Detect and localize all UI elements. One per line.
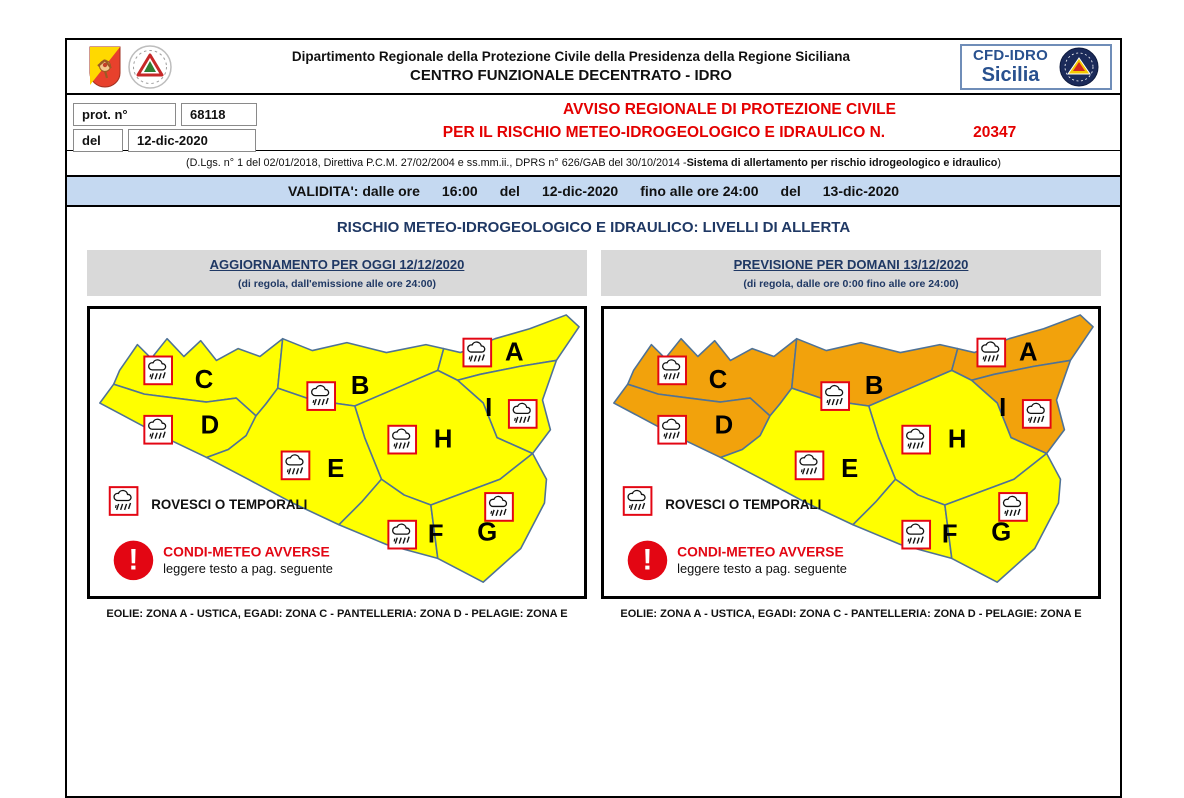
zone-label-G: G [991,519,1011,547]
legal-references: (D.Lgs. n° 1 del 02/01/2018, Direttiva P… [67,151,1120,177]
islands-note-tomorrow: EOLIE: ZONA A - USTICA, EGADI: ZONA C - … [620,608,1082,620]
cfd-idro-badge: CFD-IDRO Sicilia [960,43,1112,90]
storm-rain-icon [143,414,173,445]
panel-today-header: AGGIORNAMENTO PER OGGI 12/12/2020 (di re… [87,250,587,296]
validity-start-date: 12-dic-2020 [541,183,619,199]
legend-adverse-title: CONDI-METEO AVVERSE [677,543,844,559]
validity-end-date: 13-dic-2020 [822,183,900,199]
storm-rain-icon [306,381,337,411]
zone-label-E: E [327,455,344,483]
validity-band: VALIDITA': dalle ore 16:00 del 12-dic-20… [67,177,1120,207]
panel-tomorrow-header: PREVISIONE PER DOMANI 13/12/2020 (di reg… [601,250,1101,296]
prot-number-value: 68118 [181,103,257,126]
storm-rain-icon [794,450,825,481]
panel-tomorrow-title: PREVISIONE PER DOMANI 13/12/2020 [733,257,969,272]
validity-start-time: 16:00 [441,183,478,199]
zone-label-E: E [841,455,858,483]
sicily-alert-map-tomorrow: C D B A I H E F G ROVESCI O TEMPORALI! CONDI-METEO… [601,306,1101,599]
cfd-idro-label: CFD-IDRO [973,47,1048,64]
panel-today-subtitle: (di regola, dall'emissione alle ore 24:0… [238,278,436,290]
islands-note-today: EOLIE: ZONA A - USTICA, EGADI: ZONA C - … [106,608,568,620]
storm-rain-icon [484,492,514,522]
header-titles: Dipartimento Regionale della Protezione … [172,49,960,84]
sicily-map-svg-today: CD B AI H E F G ROVESCI O TEMPORALI! CONDI-METEO… [99,314,580,583]
department-title: Dipartimento Regionale della Protezione … [291,49,851,64]
legend-adverse-title: CONDI-METEO AVVERSE [163,543,330,559]
protocol-row: prot. n° 68118 del 12-dic-2020 AVVISO RE… [67,95,1120,152]
exclamation-circle-icon [113,540,154,581]
storm-rain-icon [280,450,311,481]
storm-rain-icon [622,486,653,516]
storm-rain-icon [387,519,418,550]
zone-label-D: D [201,412,220,440]
storm-rain-icon [657,355,687,386]
cfd-sicilia-label: Sicilia [981,64,1040,86]
zone-label-F: F [428,521,444,549]
cfd-idro-logo-icon [1059,47,1099,86]
storm-rain-icon [1021,399,1052,429]
storm-rain-icon [143,355,173,386]
sicily-map-svg-tomorrow: CD B AI H E F G ROVESCI O TEMPORALI! CONDI-METEO… [613,314,1094,583]
storm-rain-icon [108,486,139,516]
notice-title-line2: PER IL RISCHIO METEO-IDROGEOLOGICO E IDR… [442,124,1017,141]
svg-text:!: ! [129,543,139,576]
prot-date-value: 12-dic-2020 [128,129,256,152]
zone-label-F: F [942,521,958,549]
legend-rain-label: ROVESCI O TEMPORALI [665,497,821,512]
zone-label-C: C [195,366,214,394]
avviso-document-page: Dipartimento Regionale della Protezione … [65,38,1122,798]
panel-tomorrow: PREVISIONE PER DOMANI 13/12/2020 (di reg… [601,250,1101,620]
document-header: Dipartimento Regionale della Protezione … [67,40,1120,95]
zone-label-G: G [477,519,497,547]
sicily-alert-map-today: C D B A I H E F G ROVESCI O TEMPORALI! CONDI-METEO… [87,306,587,599]
storm-rain-icon [976,337,1007,368]
legend-adverse-sub: leggere testo a pag. seguente [163,561,333,576]
section-title: RISCHIO METEO-IDROGEOLOGICO E IDRAULICO:… [336,219,851,236]
protocol-fields: prot. n° 68118 del 12-dic-2020 [67,95,339,152]
storm-rain-icon [387,424,418,455]
zone-label-A: A [1019,338,1038,366]
validity-until: fino alle ore 24:00 [640,183,759,199]
panel-today: AGGIORNAMENTO PER OGGI 12/12/2020 (di re… [87,250,587,620]
storm-rain-icon [462,337,493,368]
prot-date-label: del [73,129,123,152]
zone-label-B: B [865,372,884,400]
zone-label-I: I [485,394,492,422]
storm-rain-icon [901,519,932,550]
legend-rain-label: ROVESCI O TEMPORALI [151,497,307,512]
centro-funzionale-title: CENTRO FUNZIONALE DECENTRATO - IDRO [410,67,732,84]
zone-label-A: A [505,338,524,366]
storm-rain-icon [998,492,1028,522]
validity-label: VALIDITA': dalle ore [287,183,420,199]
panel-today-title: AGGIORNAMENTO PER OGGI 12/12/2020 [209,257,465,272]
zone-label-B: B [351,372,370,400]
notice-title-block: AVVISO REGIONALE DI PROTEZIONE CIVILE PE… [339,95,1120,150]
prot-number-label: prot. n° [73,103,176,126]
legend-adverse-sub: leggere testo a pag. seguente [677,561,847,576]
storm-rain-icon [507,399,538,429]
validity-del2: del [780,183,801,199]
zone-label-D: D [715,412,734,440]
protezione-civile-logo-icon [128,44,172,89]
panel-tomorrow-subtitle: (di regola, dalle ore 0:00 fino alle ore… [743,278,959,290]
notice-number: 20347 [973,124,1017,141]
zone-D [99,383,257,459]
sicily-coat-of-arms-icon [89,46,121,88]
header-logos [89,44,172,89]
storm-rain-icon [901,424,932,455]
zone-D [613,383,771,459]
storm-rain-icon [657,414,687,445]
storm-rain-icon [820,381,851,411]
alert-levels-section: RISCHIO METEO-IDROGEOLOGICO E IDRAULICO:… [67,207,1120,620]
svg-text:!: ! [643,543,653,576]
zone-label-H: H [948,426,967,454]
notice-title-line1: AVVISO REGIONALE DI PROTEZIONE CIVILE [562,101,896,118]
exclamation-circle-icon [627,540,668,581]
zone-label-I: I [999,394,1006,422]
validity-del1: del [499,183,520,199]
legal-bold-part: Sistema di allertamento per rischio idro… [686,157,998,169]
zone-label-H: H [434,426,453,454]
zone-label-C: C [709,366,728,394]
